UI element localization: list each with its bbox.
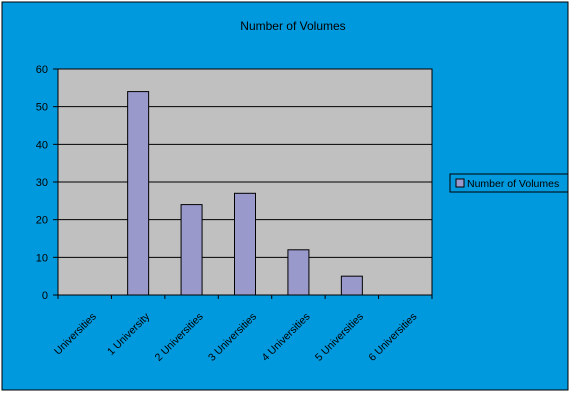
chart-title: Number of Volumes (240, 19, 345, 33)
bar-6 (340, 275, 363, 296)
y-tick-label: 60 (36, 64, 48, 76)
y-tick-label: 0 (42, 290, 48, 302)
legend: Number of Volumes (449, 173, 569, 193)
bar-3 (180, 204, 203, 296)
bar-5 (287, 249, 310, 296)
bar-2 (127, 91, 150, 296)
legend-label: Number of Volumes (467, 178, 559, 190)
bar-4 (234, 192, 256, 296)
legend-box (449, 173, 569, 193)
y-tick-label: 30 (36, 177, 48, 189)
y-tick-label: 50 (36, 102, 48, 114)
legend-swatch (455, 178, 465, 188)
y-tick-label: 10 (36, 252, 48, 264)
y-tick-label: 40 (36, 139, 48, 151)
y-tick-label: 20 (36, 215, 48, 227)
